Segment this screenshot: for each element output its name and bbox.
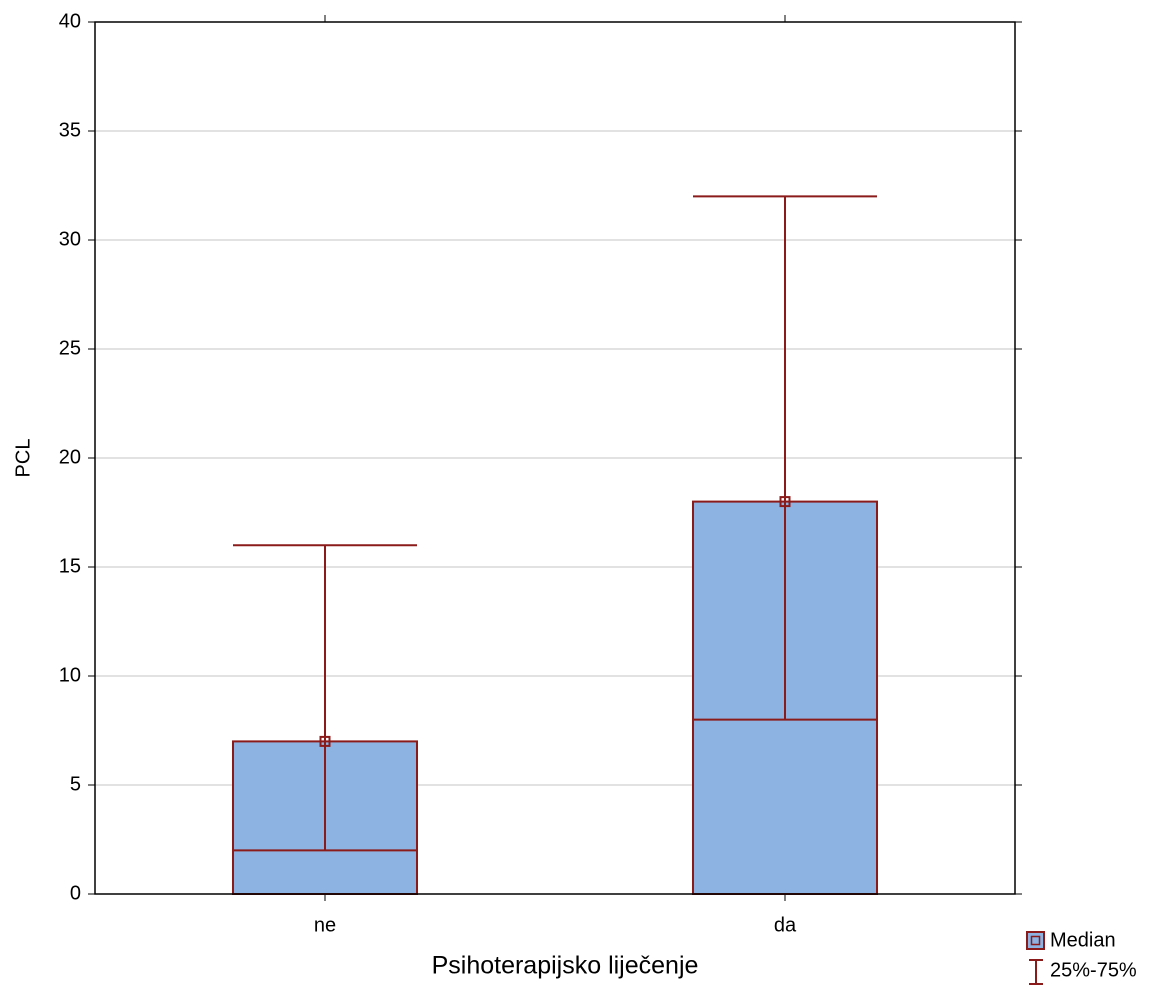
y-tick-label: 20: [59, 446, 81, 468]
y-tick-label: 15: [59, 555, 81, 577]
median-marker: [319, 735, 331, 747]
plot-frame: [94, 21, 1016, 895]
y-tick-label: 0: [70, 882, 81, 904]
legend-swatch: [1026, 931, 1045, 950]
x-tick-label: da: [774, 914, 797, 936]
x-tick-label: ne: [314, 914, 336, 936]
y-tick-label: 40: [59, 10, 81, 32]
legend-label: Median: [1050, 929, 1116, 951]
y-tick-label: 30: [59, 228, 81, 250]
y-tick-label: 10: [59, 664, 81, 686]
y-tick-label: 25: [59, 337, 81, 359]
y-axis-label: PCL: [12, 439, 34, 478]
legend-swatch: [1030, 935, 1041, 946]
x-axis-label: Psihoterapijsko liječenje: [432, 952, 699, 980]
median-marker: [779, 496, 791, 508]
y-tick-label: 5: [70, 773, 81, 795]
legend-label: 25%-75%: [1050, 959, 1137, 981]
y-tick-label: 35: [59, 119, 81, 141]
